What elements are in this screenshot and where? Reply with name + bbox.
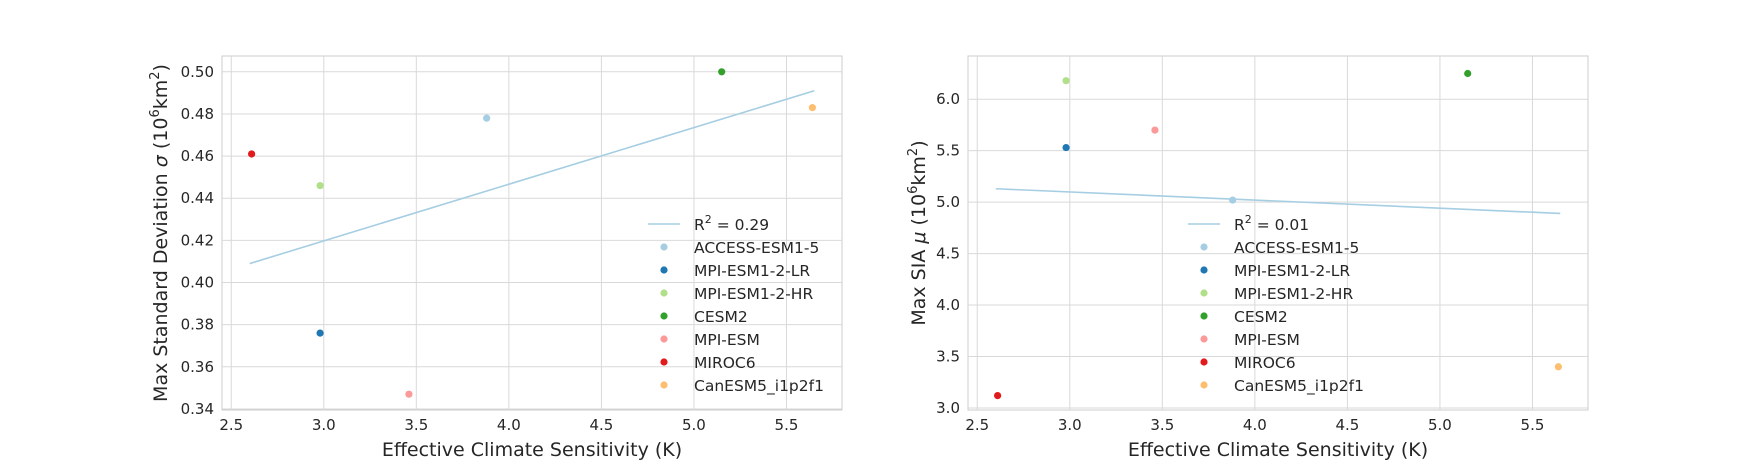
point-access-esm1-5	[483, 114, 491, 122]
x-tick-label: 3.5	[404, 416, 428, 434]
x-tick-label: 5.0	[1428, 416, 1452, 434]
y-tick-label: 0.48	[181, 105, 214, 123]
point-mpi-esm1-2-hr	[316, 181, 324, 190]
x-tick-label: 3.0	[1058, 416, 1082, 434]
y-axis-label: Max Standard Deviation σ (106km2)	[148, 64, 172, 402]
legend-marker	[1200, 289, 1208, 297]
plot-area	[967, 55, 1589, 411]
legend-marker	[660, 335, 668, 343]
legend-label: CanESM5_i1p2f1	[694, 377, 824, 396]
x-tick-label: 4.5	[1335, 416, 1359, 434]
legend-label: MIROC6	[1234, 354, 1296, 372]
point-miroc6	[248, 150, 256, 158]
y-tick-label: 6.0	[936, 90, 960, 108]
point-mpi-esm	[405, 390, 413, 398]
legend-label: CanESM5_i1p2f1	[1234, 377, 1364, 396]
legend-fit-label: R2 = 0.01	[1234, 213, 1309, 234]
regression-line	[995, 187, 1561, 215]
x-tick-label: 5.5	[1521, 416, 1545, 434]
legend-marker	[1200, 335, 1208, 343]
y-tick-label: 3.5	[936, 347, 960, 365]
legend-label: MIROC6	[694, 354, 756, 372]
point-miroc6	[994, 391, 1002, 400]
x-axis-label: Effective Climate Sensitivity (K)	[1128, 439, 1428, 461]
x-tick-label: 5.5	[775, 416, 799, 434]
y-tick-label: 0.44	[181, 189, 214, 207]
legend: R2 = 0.29 ACCESS-ESM1-5 MPI-ESM1-2-LR MPI-E…	[648, 213, 824, 396]
legend-label: MPI-ESM1-2-HR	[694, 285, 813, 303]
legend-label: MPI-ESM1-2-LR	[694, 262, 810, 280]
legend-label: CESM2	[1234, 308, 1288, 326]
x-tick-label: 3.0	[312, 416, 336, 434]
y-axis-label: Max SIA μ (106km2)	[906, 140, 930, 325]
y-tick-label: 4.5	[936, 245, 960, 263]
legend-marker	[660, 266, 668, 274]
point-mpi-esm1-2-lr	[1062, 143, 1070, 152]
y-tick-label: 0.40	[181, 274, 214, 292]
legend-label: MPI-ESM1-2-LR	[1234, 262, 1350, 280]
y-tick-label: 5.0	[936, 193, 960, 211]
legend-fit-label: R2 = 0.29	[694, 213, 769, 234]
y-tick-label: 0.36	[181, 358, 214, 376]
legend-marker	[660, 381, 668, 389]
x-tick-label: 2.5	[219, 416, 243, 434]
plot-area	[221, 55, 843, 411]
point-canesm5-i1p2f1	[1554, 363, 1562, 371]
legend-label: MPI-ESM	[1234, 331, 1300, 349]
legend-label: CESM2	[694, 308, 748, 326]
legend-marker	[660, 358, 668, 366]
point-mpi-esm1-2-lr	[316, 329, 324, 337]
y-tick-label: 3.0	[936, 399, 960, 417]
point-cesm2	[1464, 69, 1472, 78]
x-tick-label: 4.0	[497, 416, 521, 434]
legend-marker	[1200, 381, 1208, 389]
legend-label: MPI-ESM	[694, 331, 760, 349]
regression-line	[249, 90, 815, 265]
point-canesm5-i1p2f1	[808, 104, 816, 112]
x-tick-label: 2.5	[965, 416, 989, 434]
x-tick-label: 4.0	[1243, 416, 1267, 434]
legend-label: MPI-ESM1-2-HR	[1234, 285, 1353, 303]
legend-marker	[660, 243, 668, 251]
y-tick-label: 5.5	[936, 142, 960, 160]
legend-marker	[660, 312, 668, 320]
legend-marker	[1200, 243, 1208, 251]
y-tick-label: 0.46	[181, 147, 214, 165]
legend-marker	[1200, 358, 1208, 366]
x-tick-label: 4.5	[589, 416, 613, 434]
legend-label: ACCESS-ESM1-5	[1234, 239, 1359, 257]
x-axis-label: Effective Climate Sensitivity (K)	[382, 439, 682, 461]
point-access-esm1-5	[1229, 196, 1237, 204]
legend-marker	[1200, 266, 1208, 274]
legend-marker	[660, 289, 668, 297]
y-tick-label: 0.50	[181, 63, 214, 81]
point-mpi-esm	[1151, 126, 1159, 134]
legend-marker	[1200, 312, 1208, 320]
y-tick-label: 4.0	[936, 296, 960, 314]
point-cesm2	[718, 68, 726, 76]
legend-label: ACCESS-ESM1-5	[694, 239, 819, 257]
point-mpi-esm1-2-hr	[1062, 77, 1070, 85]
legend: R2 = 0.01 ACCESS-ESM1-5 MPI-ESM1-2-LR MPI-E…	[1188, 213, 1364, 396]
x-tick-label: 3.5	[1150, 416, 1174, 434]
chart-2: 2.5 3.0 3.5 4.0 4.5 5.0 5.5 3.0 3.5 4.0 4.5 5.0 5.5 6…	[906, 55, 1589, 461]
x-tick-label: 5.0	[682, 416, 706, 434]
y-tick-label: 0.38	[181, 316, 214, 334]
y-tick-label: 0.34	[181, 400, 214, 418]
chart-1: 2.5 3.0 3.5 4.0 4.5 5.0 5.5 0.34 0.36 0.38 0.40 0.4…	[148, 55, 843, 461]
y-tick-label: 0.42	[181, 231, 214, 249]
